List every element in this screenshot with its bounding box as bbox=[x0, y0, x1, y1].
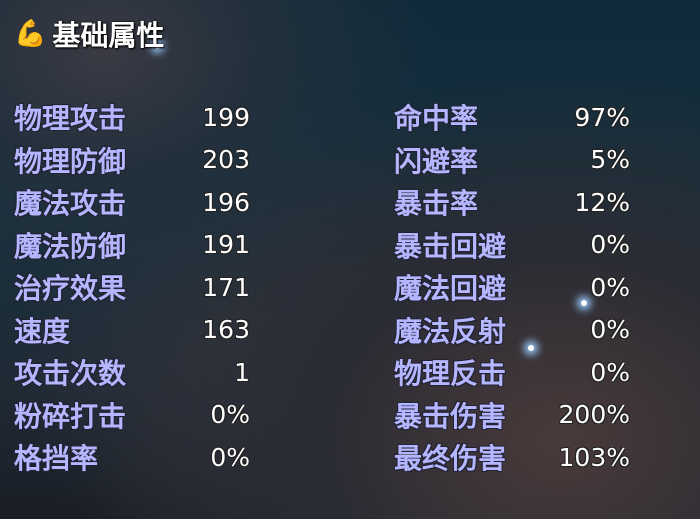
stat-label: 魔法反射 bbox=[394, 314, 507, 348]
stat-row: 格挡率 0% bbox=[14, 436, 250, 479]
stat-row: 暴击回避 0% bbox=[394, 224, 630, 267]
stat-row: 速度 163 bbox=[14, 309, 250, 352]
stat-row: 魔法防御 191 bbox=[14, 224, 250, 267]
stat-label: 物理反击 bbox=[394, 357, 507, 391]
stat-label: 魔法防御 bbox=[14, 229, 127, 263]
right-stats-column: 命中率 97% 闪避率 5% 暴击率 12% 暴击回避 0% 魔法回避 0% 魔法反射 0% 物理反击 0… bbox=[394, 96, 630, 479]
stat-row: 粉碎打击 0% bbox=[14, 394, 250, 437]
stat-value: 0% bbox=[590, 272, 630, 302]
stat-row: 闪避率 5% bbox=[394, 139, 630, 182]
stat-value: 97% bbox=[574, 102, 630, 132]
stat-label: 格挡率 bbox=[14, 442, 99, 476]
stat-value: 163 bbox=[202, 315, 250, 345]
stat-value: 200% bbox=[558, 400, 630, 430]
stat-row: 魔法攻击 196 bbox=[14, 181, 250, 224]
stat-row: 暴击率 12% bbox=[394, 181, 630, 224]
sparkle bbox=[581, 300, 587, 306]
stat-label: 暴击率 bbox=[394, 187, 479, 221]
stat-value: 199 bbox=[202, 102, 250, 132]
sparkle bbox=[528, 345, 534, 351]
stat-label: 魔法攻击 bbox=[14, 187, 127, 221]
sparkle bbox=[155, 44, 160, 49]
stat-row: 最终伤害 103% bbox=[394, 436, 630, 479]
section-title: 基础属性 bbox=[52, 19, 165, 52]
stat-row: 物理反击 0% bbox=[394, 351, 630, 394]
stat-value: 103% bbox=[558, 442, 630, 472]
flexed-arm-icon: 💪 bbox=[14, 19, 47, 49]
stat-label: 暴击回避 bbox=[394, 229, 507, 263]
stat-value: 196 bbox=[202, 187, 250, 217]
stat-label: 命中率 bbox=[394, 102, 479, 136]
stat-label: 最终伤害 bbox=[394, 442, 507, 476]
stat-value: 0% bbox=[590, 315, 630, 345]
stat-label: 速度 bbox=[14, 314, 71, 348]
stat-row: 物理防御 203 bbox=[14, 139, 250, 182]
stat-value: 203 bbox=[202, 145, 250, 175]
stat-value: 12% bbox=[574, 187, 630, 217]
stat-value: 171 bbox=[202, 272, 250, 302]
stat-label: 粉碎打击 bbox=[14, 399, 127, 433]
left-stats-column: 物理攻击 199 物理防御 203 魔法攻击 196 魔法防御 191 治疗效果 171 速度 163… bbox=[14, 96, 250, 479]
stat-value: 1 bbox=[234, 357, 250, 387]
stat-value: 0% bbox=[210, 400, 250, 430]
stat-row: 魔法回避 0% bbox=[394, 266, 630, 309]
stat-value: 0% bbox=[590, 230, 630, 260]
stat-row: 暴击伤害 200% bbox=[394, 394, 630, 437]
stat-value: 0% bbox=[590, 357, 630, 387]
stat-label: 闪避率 bbox=[394, 144, 479, 178]
stat-value: 5% bbox=[590, 145, 630, 175]
stat-label: 攻击次数 bbox=[14, 357, 127, 391]
stat-label: 暴击伤害 bbox=[394, 399, 507, 433]
stat-row: 攻击次数 1 bbox=[14, 351, 250, 394]
stat-label: 魔法回避 bbox=[394, 272, 507, 306]
stat-label: 治疗效果 bbox=[14, 272, 127, 306]
stat-label: 物理防御 bbox=[14, 144, 127, 178]
stat-row: 物理攻击 199 bbox=[14, 96, 250, 139]
stat-label: 物理攻击 bbox=[14, 102, 127, 136]
section-header: 💪 基础属性 bbox=[14, 14, 164, 54]
stat-value: 191 bbox=[202, 230, 250, 260]
stat-value: 0% bbox=[210, 442, 250, 472]
stat-row: 治疗效果 171 bbox=[14, 266, 250, 309]
stat-row: 魔法反射 0% bbox=[394, 309, 630, 352]
stat-row: 命中率 97% bbox=[394, 96, 630, 139]
